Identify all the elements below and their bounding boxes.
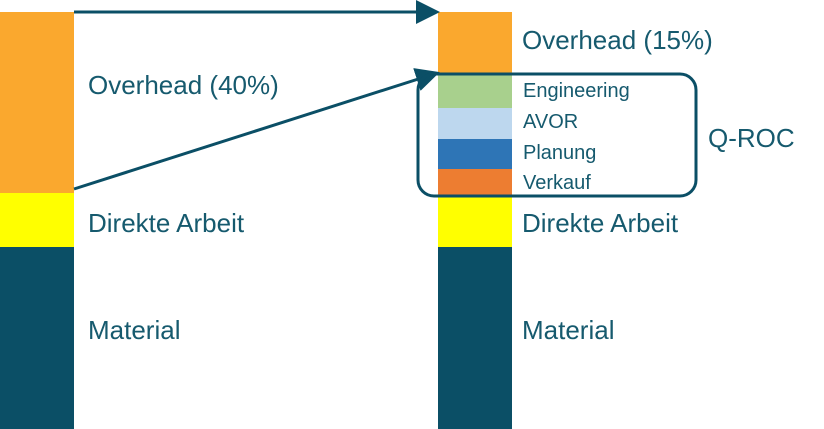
left-material-block [0, 247, 74, 429]
right-overhead-block [438, 12, 512, 74]
left-overhead-block [0, 12, 74, 193]
verkauf-label: Verkauf [523, 172, 591, 194]
diagonal-arrow [73, 68, 440, 191]
right-material-label: Material [522, 315, 615, 345]
right-engineering-block [438, 74, 512, 108]
right-planung-block [438, 139, 512, 169]
q-roc-group-box [416, 72, 698, 198]
engineering-label: Engineering [523, 80, 630, 102]
left-material-label: Material [88, 315, 181, 345]
right-avor-block [438, 108, 512, 139]
planung-label: Planung [523, 142, 597, 164]
right-direct-labor-label: Direkte Arbeit [522, 208, 679, 238]
right-overhead-label: Overhead (15%) [522, 25, 713, 55]
left-overhead-label: Overhead (40%) [88, 70, 279, 100]
left-direct-labor-block [0, 193, 74, 247]
right-material-block [438, 247, 512, 429]
left-direct-labor-label: Direkte Arbeit [88, 208, 245, 238]
avor-label: AVOR [523, 111, 579, 133]
right-verkauf-block [438, 169, 512, 195]
right-direct-labor-block [438, 195, 512, 247]
q-roc-label: Q-ROC [708, 123, 795, 153]
